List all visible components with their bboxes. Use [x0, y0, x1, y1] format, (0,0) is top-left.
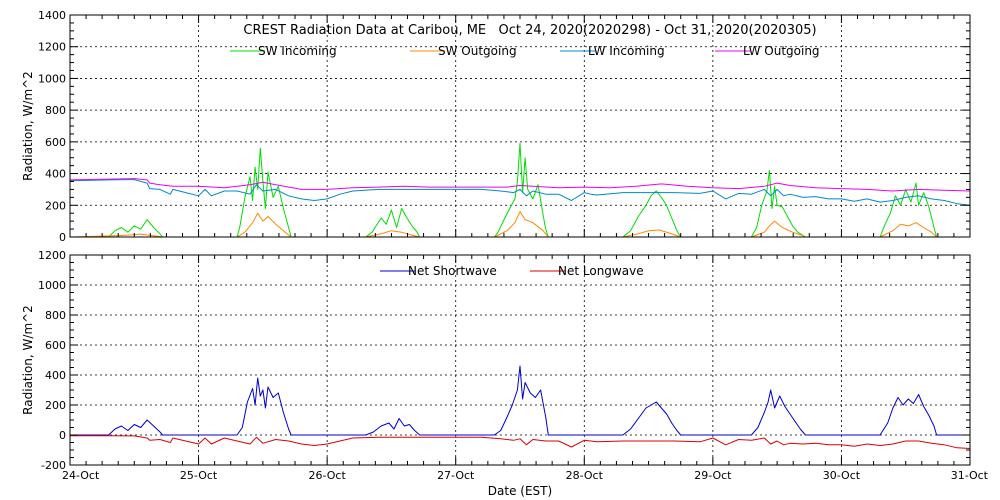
- y-tick-label: 1200: [38, 41, 66, 54]
- x-tick-label: 25-Oct: [180, 469, 218, 482]
- lw-outgoing-line: [69, 178, 971, 192]
- net-longwave-line: [70, 435, 971, 449]
- x-tick-label: 24-Oct: [62, 469, 100, 482]
- top-panel-legend: SW Incoming SW Outgoing LW Incoming LW Outg…: [230, 44, 820, 58]
- bottom-panel-ticks: [69, 254, 971, 466]
- y-tick-label: 400: [45, 168, 66, 181]
- bottom-panel-frame: [69, 254, 971, 466]
- lw-incoming-line: [69, 179, 971, 206]
- y-tick-label: 800: [45, 309, 66, 322]
- x-tick-label: 29-Oct: [694, 469, 732, 482]
- x-axis-label: Date (EST): [488, 484, 552, 498]
- y-tick-label: 200: [45, 199, 66, 212]
- net-longwave-legend-label: Net Longwave: [558, 264, 644, 278]
- top-panel-grid: [70, 15, 970, 237]
- y-tick-label: 400: [45, 369, 66, 382]
- top-panel-tick-labels: 0 200 400 600 800 1000 1200 1400: [38, 9, 66, 244]
- y-tick-label: 0: [59, 231, 66, 244]
- top-chart-title: CREST Radiation Data at Caribou, ME Oct …: [243, 23, 816, 38]
- x-tick-label: 30-Oct: [823, 469, 861, 482]
- y-tick-label: 600: [45, 136, 66, 149]
- y-tick-label: 1000: [38, 72, 66, 85]
- bottom-panel: -200 0 200 400 600 800 1000 1200 Radiation, W/m…: [21, 249, 989, 498]
- y-tick-label: 600: [45, 339, 66, 352]
- x-tick-label: 26-Oct: [308, 469, 346, 482]
- top-y-axis-label: Radiation, W/m^2: [21, 71, 35, 181]
- lw-outgoing-legend-label: LW Outgoing: [743, 44, 820, 58]
- x-tick-label: 28-Oct: [566, 469, 604, 482]
- x-tick-labels: 24-Oct 25-Oct 26-Oct 27-Oct 28-Oct 29-Oct 30-O…: [62, 469, 989, 482]
- y-tick-label: 0: [59, 429, 66, 442]
- bottom-panel-legend: Net Shortwave Net Longwave: [380, 264, 644, 278]
- net-shortwave-line: [70, 365, 970, 436]
- bottom-y-axis-label: Radiation, W/m^2: [21, 305, 35, 415]
- x-tick-label: 27-Oct: [437, 469, 475, 482]
- y-tick-label: 200: [45, 399, 66, 412]
- y-tick-label: 1200: [38, 249, 66, 262]
- bottom-panel-series: [70, 365, 971, 449]
- y-tick-label: 800: [45, 104, 66, 117]
- y-tick-label: 1000: [38, 279, 66, 292]
- sw-incoming-line: [70, 142, 970, 238]
- top-panel-frame: [69, 14, 971, 238]
- net-shortwave-legend-label: Net Shortwave: [408, 264, 497, 278]
- sw-outgoing-legend-label: SW Outgoing: [438, 44, 517, 58]
- sw-incoming-legend-label: SW Incoming: [258, 44, 337, 58]
- top-panel: 0 200 400 600 800 1000 1200 1400 CREST Radiatio…: [21, 9, 971, 244]
- y-tick-label: -200: [41, 459, 66, 472]
- x-tick-label: 31-Oct: [951, 469, 989, 482]
- lw-incoming-legend-label: LW Incoming: [588, 44, 665, 58]
- y-tick-label: 1400: [38, 9, 66, 22]
- bottom-panel-tick-labels: -200 0 200 400 600 800 1000 1200: [38, 249, 66, 472]
